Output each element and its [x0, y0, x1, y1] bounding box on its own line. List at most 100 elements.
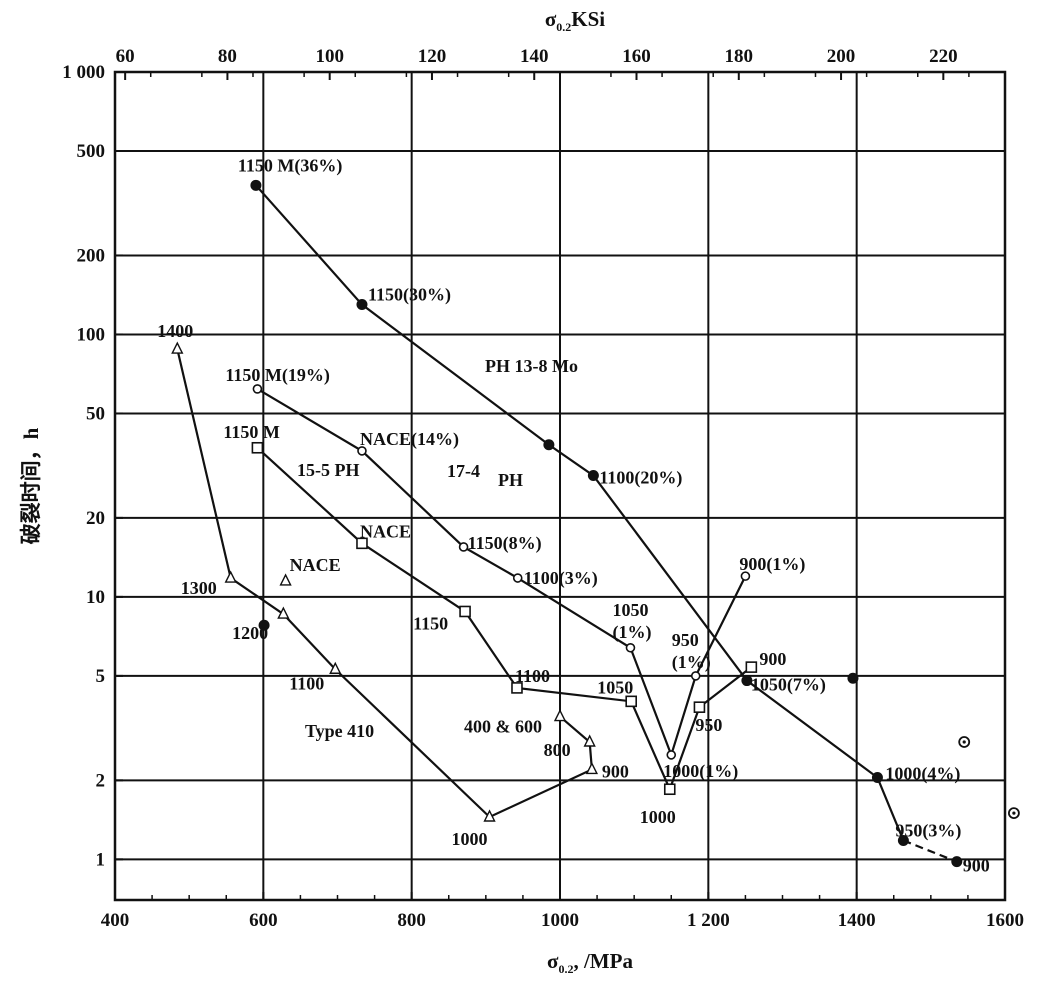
data-label: 950(3%) [895, 820, 961, 841]
y-tick-label: 5 [96, 666, 106, 687]
data-label: 900(1%) [739, 554, 805, 575]
data-point [625, 695, 638, 708]
data-point [543, 439, 555, 451]
data-point [587, 470, 599, 482]
data-label: NACE [360, 521, 411, 541]
data-label: 1400 [157, 321, 193, 341]
data-label: 1050 [597, 677, 633, 697]
y-tick-label: 100 [77, 324, 106, 345]
data-label: 1100 [289, 673, 324, 693]
x-top-tick-label: 60 [116, 46, 135, 67]
series-line-0 [255, 184, 905, 841]
label-layer: 1150 M(36%) 1150(30%) 1100(20%) 1050(7%) 100… [157, 155, 989, 875]
data-label: 1000(1%) [663, 761, 738, 782]
data-point [511, 682, 523, 694]
marker-layer [171, 179, 1020, 868]
data-label: 1150(8%) [468, 533, 542, 554]
data-label: NACE [290, 555, 341, 575]
data-point [690, 671, 701, 681]
y-tick-label: 200 [77, 245, 106, 266]
x-top-tick-label: 140 [520, 46, 549, 67]
data-label: 1100(3%) [524, 568, 598, 589]
data-point [277, 606, 290, 619]
data-point [356, 299, 368, 311]
data-point [171, 341, 184, 354]
data-point [252, 384, 263, 394]
data-label: 1100(20%) [599, 468, 682, 489]
x-axis-title-bottom: σ0.2, /MPa [547, 949, 633, 976]
x-top-tick-label: 180 [725, 46, 754, 67]
data-label: 950 [672, 630, 699, 650]
data-label: 1050 [612, 600, 648, 620]
y-tick-label: 10 [86, 587, 105, 608]
data-label: 400 & 600 [464, 717, 542, 737]
data-point [224, 570, 237, 583]
data-label: 900 [602, 761, 629, 781]
series-line-1 [902, 839, 958, 863]
series-name-label: Type 410 [305, 721, 374, 741]
data-label: 800 [544, 740, 571, 760]
data-point [250, 179, 262, 191]
x-axis-title-top: σ0.2KSi [545, 7, 605, 34]
data-point [357, 446, 367, 456]
x-bottom-tick-label: 1 200 [687, 910, 730, 931]
data-label: 1150 M(19%) [225, 365, 329, 386]
x-top-tick-label: 200 [827, 46, 856, 67]
data-point [745, 661, 758, 673]
data-point [741, 675, 753, 687]
data-point [356, 537, 368, 550]
data-label: 1050(7%) [751, 675, 826, 696]
series-name-label: PH [498, 470, 523, 490]
data-point [740, 571, 751, 581]
data-label: 1100 [515, 666, 550, 686]
data-point [585, 761, 599, 775]
data-point [897, 834, 909, 846]
data-label: 1000 [640, 807, 676, 827]
data-label: 1300 [181, 578, 217, 598]
data-label: 1150 M(36%) [238, 155, 342, 176]
x-bottom-tick-label: 1600 [986, 910, 1024, 931]
y-tick-label: 1 [96, 849, 106, 870]
data-label: 900 [963, 856, 990, 876]
data-point [329, 661, 342, 674]
grid-layer [115, 72, 1005, 900]
data-label: 1150 M [223, 422, 280, 442]
x-bottom-tick-label: 1000 [541, 910, 579, 931]
data-label: 1150(30%) [368, 285, 451, 306]
isolated-point-center [1012, 811, 1016, 815]
data-point [583, 734, 596, 747]
x-top-tick-label: 120 [418, 46, 447, 67]
data-point [458, 542, 469, 552]
x-top-tick-label: 100 [315, 46, 344, 67]
data-label: 1000 [452, 829, 488, 849]
data-label: 1000(4%) [885, 764, 960, 785]
data-label: NACE(14%) [360, 429, 459, 450]
x-bottom-tick-label: 400 [101, 910, 130, 931]
data-label: 950 [695, 715, 722, 735]
y-tick-label: 50 [86, 403, 105, 424]
data-point [663, 783, 676, 796]
y-tick-label: 2 [96, 770, 106, 791]
isolated-point-center [962, 740, 966, 744]
x-top-tick-label: 220 [929, 46, 958, 67]
data-point [251, 441, 264, 454]
x-top-tick-label: 80 [218, 46, 237, 67]
data-label: (1%) [672, 652, 711, 673]
data-point [951, 856, 963, 868]
x-top-tick-label: 160 [622, 46, 651, 67]
data-label: 900 [759, 649, 786, 669]
isolated-point [279, 573, 292, 586]
axis-title-layer: σ0.2, /MPa σ0.2KSi 破裂时间，h [19, 7, 633, 976]
x-bottom-tick-label: 1400 [838, 910, 876, 931]
data-point [871, 772, 883, 784]
y-tick-label: 20 [86, 508, 105, 529]
data-point [483, 809, 496, 822]
x-bottom-tick-label: 800 [397, 910, 426, 931]
data-label: (1%) [612, 622, 651, 643]
series-layer [176, 184, 958, 863]
data-point [512, 573, 523, 583]
series-line-3 [256, 446, 753, 793]
data-label: 1150 [413, 613, 448, 633]
y-tick-label: 500 [77, 141, 106, 162]
